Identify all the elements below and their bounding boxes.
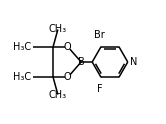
- Text: O: O: [64, 42, 72, 52]
- Text: H₃C: H₃C: [13, 72, 31, 82]
- Text: CH₃: CH₃: [49, 24, 67, 34]
- Text: N: N: [130, 57, 138, 67]
- Text: H₃C: H₃C: [13, 42, 31, 52]
- Text: Br: Br: [94, 30, 105, 40]
- Text: CH₃: CH₃: [49, 90, 67, 100]
- Text: F: F: [97, 84, 103, 94]
- Text: O: O: [64, 72, 72, 82]
- Text: B: B: [78, 57, 84, 67]
